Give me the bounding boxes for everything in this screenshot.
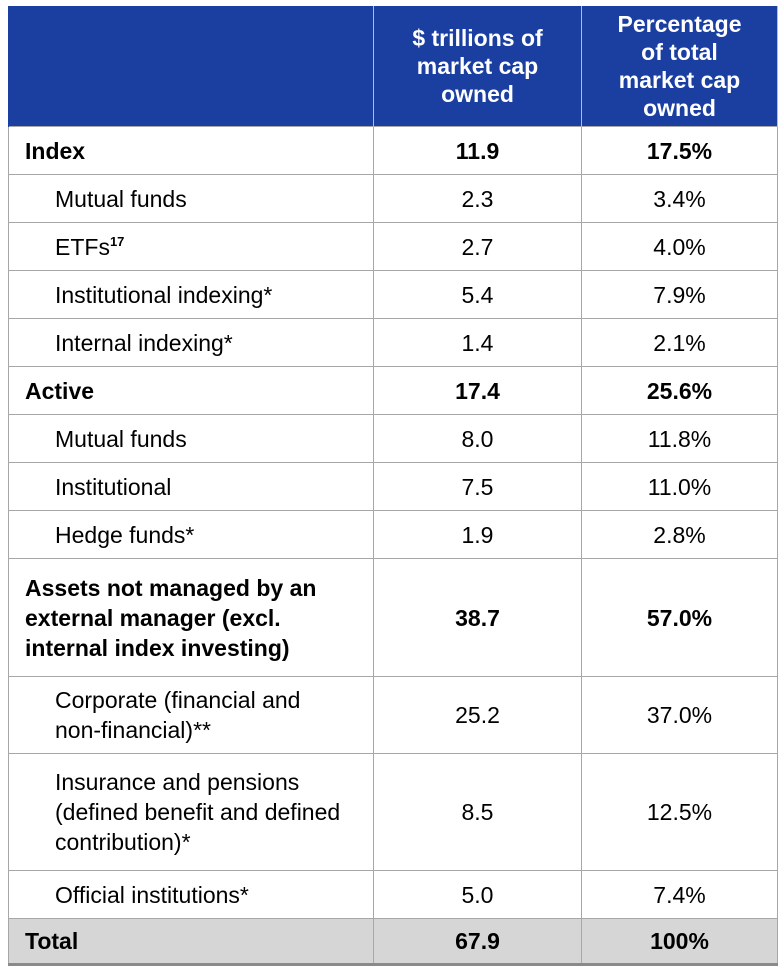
header-category [8,6,374,127]
row-label: Institutional indexing* [8,270,374,319]
header-trillions: $ trillions of market cap owned [373,6,582,127]
row-percentage: 7.9% [581,270,778,319]
table-row: Assets not managed by an external manage… [8,558,778,677]
row-label: ETFs [55,233,110,260]
row-label: Assets not managed by an external manage… [8,558,374,677]
total-row: Total 67.9 100% [8,918,778,966]
row-value: 38.7 [373,558,582,677]
row-value: 1.4 [373,318,582,367]
row-value: 7.5 [373,462,582,511]
header-row: $ trillions of market cap owned Percenta… [8,6,778,127]
table-row: Active 17.4 25.6% [8,366,778,415]
row-label: Mutual funds [8,174,374,223]
row-label: Active [8,366,374,415]
row-label: Index [8,126,374,175]
row-percentage: 11.0% [581,462,778,511]
table-row: Institutional 7.5 11.0% [8,462,778,511]
table-row: Hedge funds* 1.9 2.8% [8,510,778,559]
total-percentage: 100% [581,918,778,966]
table-header: $ trillions of market cap owned Percenta… [8,6,778,127]
table-row: Mutual funds 2.3 3.4% [8,174,778,223]
header-trillions-label: $ trillions of market cap owned [412,25,543,107]
table-row: Institutional indexing* 5.4 7.9% [8,270,778,319]
row-value: 2.7 [373,222,582,271]
total-label: Total [8,918,374,966]
row-percentage: 3.4% [581,174,778,223]
row-value: 1.9 [373,510,582,559]
table-row: Insurance and pensions (defined benefit … [8,753,778,871]
row-percentage: 11.8% [581,414,778,463]
row-value: 5.0 [373,870,582,919]
row-label: Institutional [8,462,374,511]
table-body: Index 11.9 17.5% Mutual funds 2.3 3.4% E… [8,126,778,966]
row-percentage: 7.4% [581,870,778,919]
row-value: 25.2 [373,676,582,754]
market-cap-table-container: $ trillions of market cap owned Percenta… [8,6,778,966]
row-value: 11.9 [373,126,582,175]
market-cap-ownership-table: $ trillions of market cap owned Percenta… [8,6,778,966]
row-value: 17.4 [373,366,582,415]
row-percentage: 37.0% [581,676,778,754]
row-value: 5.4 [373,270,582,319]
table-row: Mutual funds 8.0 11.8% [8,414,778,463]
table-row: Corporate (financial and non-financial)*… [8,676,778,754]
row-percentage: 57.0% [581,558,778,677]
row-percentage: 12.5% [581,753,778,871]
footnote-reference: 17 [109,233,125,249]
table-row: Official institutions* 5.0 7.4% [8,870,778,919]
table-row: ETFs17 2.7 4.0% [8,222,778,271]
row-label: Hedge funds* [8,510,374,559]
row-percentage: 2.1% [581,318,778,367]
row-value: 8.5 [373,753,582,871]
table-row: Index 11.9 17.5% [8,126,778,175]
row-label-cell: ETFs17 [8,222,374,271]
row-value: 2.3 [373,174,582,223]
row-label: Mutual funds [8,414,374,463]
row-percentage: 4.0% [581,222,778,271]
table-row: Internal indexing* 1.4 2.1% [8,318,778,367]
row-percentage: 2.8% [581,510,778,559]
header-percentage: Percentage of total market cap owned [581,6,778,127]
header-percentage-label: Percentage of total market cap owned [617,11,742,121]
row-label: Insurance and pensions (defined benefit … [8,753,374,871]
total-value: 67.9 [373,918,582,966]
row-label: Official institutions* [8,870,374,919]
row-value: 8.0 [373,414,582,463]
row-percentage: 17.5% [581,126,778,175]
row-label: Corporate (financial and non-financial)*… [8,676,374,754]
row-percentage: 25.6% [581,366,778,415]
row-label: Internal indexing* [8,318,374,367]
